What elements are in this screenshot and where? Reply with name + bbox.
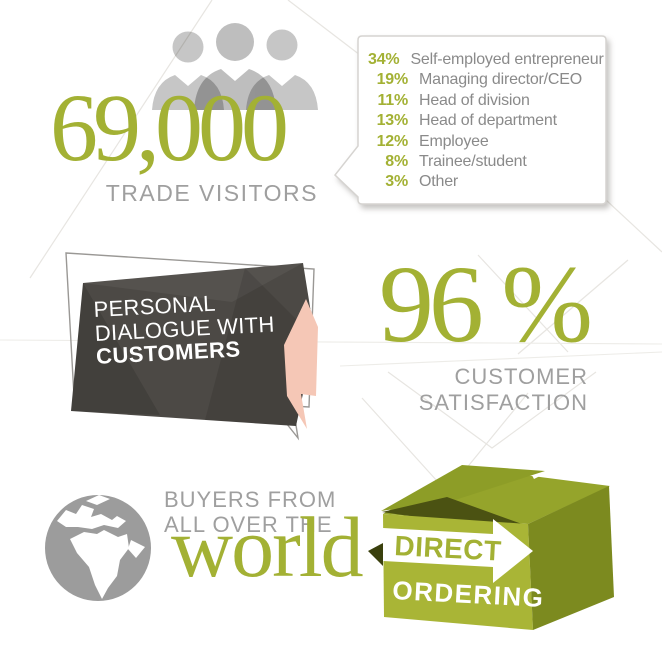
salmon-accent-tail	[284, 299, 318, 429]
bg-line	[605, 199, 662, 253]
arrow-right-icon	[383, 519, 533, 583]
trade-visitors-label: TRADE VISITORS	[105, 180, 318, 206]
continent-africa	[70, 530, 129, 599]
box-inner-shadow	[382, 497, 522, 524]
percent-label: Self-employed entrepreneur	[410, 51, 604, 68]
list-item: 19% Managing director/CEO	[368, 70, 600, 90]
world-line: BUYERS FROM	[164, 487, 337, 512]
list-item: 12% Employee	[368, 132, 600, 152]
satisfaction-label-line: SATISFACTION	[418, 390, 588, 415]
percent-value: 8%	[385, 152, 408, 170]
percent-value: 19%	[376, 71, 409, 89]
trade-visitors-number: 69,000	[50, 74, 289, 181]
continent-arabia	[128, 540, 145, 558]
world-big-word: world	[171, 499, 364, 595]
globe-continents	[57, 495, 145, 599]
person-head	[172, 31, 204, 63]
world-line: ALL OVER THE	[164, 512, 333, 537]
percent-value: 12%	[376, 132, 409, 150]
world-text-block: BUYERS FROM ALL OVER THE	[164, 487, 336, 537]
percent-label: Trainee/student	[419, 152, 527, 170]
dialogue-text-block: PERSONAL DIALOGUE WITH CUSTOMERS	[93, 289, 276, 369]
satisfaction-number: 96 %	[378, 243, 593, 365]
box-open-flap	[381, 465, 545, 511]
percent-label: Head of department	[419, 112, 557, 130]
box-right-face	[528, 486, 614, 630]
box-flap-gap	[528, 462, 556, 479]
person-head	[216, 23, 254, 61]
satisfaction-label-line: CUSTOMER	[454, 364, 588, 389]
person-head	[266, 29, 298, 61]
ordering-label: ORDERING	[392, 575, 545, 613]
list-item: 3% Other	[368, 172, 600, 192]
percent-value: 11%	[377, 91, 408, 109]
percent-label: Employee	[419, 132, 489, 150]
globe-sphere	[45, 495, 151, 601]
continent-scandinavia	[86, 495, 110, 505]
percent-label: Other	[419, 173, 459, 191]
box-top-face	[383, 467, 610, 524]
percent-label: Head of division	[419, 91, 530, 109]
percent-value: 34%	[368, 51, 400, 68]
satisfaction-label: CUSTOMER SATISFACTION	[320, 364, 588, 416]
percent-label: Managing director/CEO	[419, 71, 582, 89]
percent-value: 3%	[385, 173, 408, 191]
list-item: 13% Head of department	[368, 111, 600, 131]
percent-value: 13%	[376, 112, 409, 130]
bg-line	[287, 0, 361, 56]
satisfaction-block: 96 % CUSTOMER SATISFACTION	[320, 243, 593, 416]
box-front-face	[383, 514, 533, 630]
continent-europe	[57, 505, 126, 529]
list-item: 8% Trainee/student	[368, 152, 600, 172]
direct-label: DIRECT	[394, 530, 503, 567]
visitor-breakdown-list: 34% Self-employed entrepreneur 19% Manag…	[368, 50, 604, 193]
list-item: 11% Head of division	[368, 91, 600, 111]
box-flap-tip	[368, 543, 383, 566]
list-item: 34% Self-employed entrepreneur	[368, 50, 604, 70]
